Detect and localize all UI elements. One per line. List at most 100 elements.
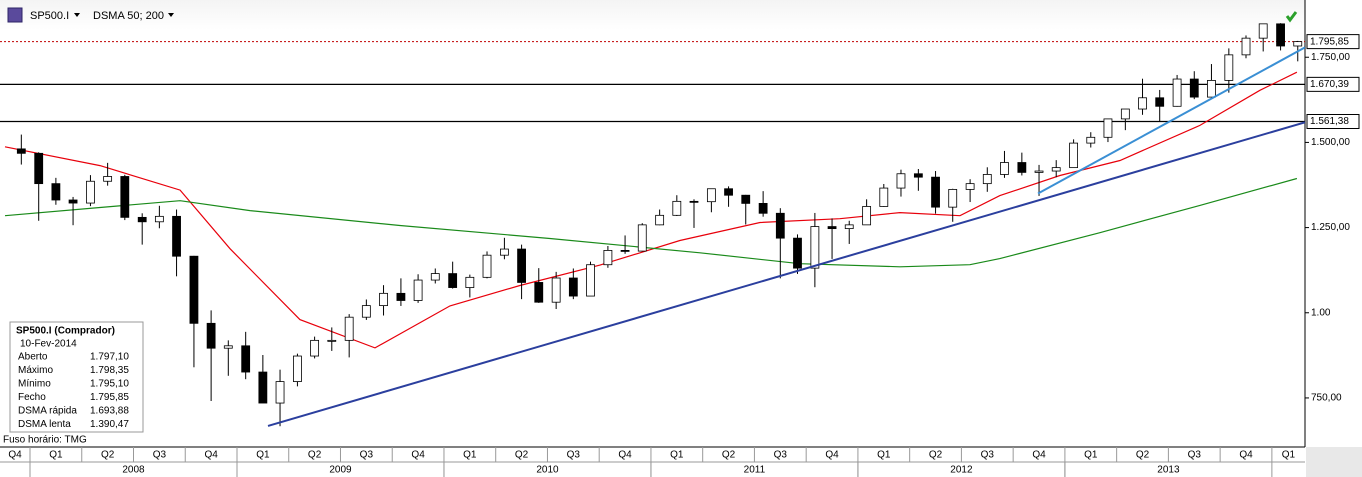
- year-label: 2009: [329, 465, 352, 476]
- info-label: Fecho: [18, 392, 46, 403]
- candle-body: [1017, 162, 1027, 173]
- candle-body: [1086, 136, 1096, 144]
- quarter-label: Q2: [1136, 450, 1150, 461]
- y-tick-label: 1.500,00: [1311, 137, 1350, 148]
- level-label-box: [1306, 114, 1360, 130]
- y-tick-label: 1.750,00: [1311, 52, 1350, 63]
- candle-body: [327, 339, 337, 342]
- quarter-label: Q2: [308, 450, 322, 461]
- candle-body: [275, 381, 285, 404]
- quarter-label: Q2: [722, 450, 736, 461]
- quarter-label: Q4: [411, 450, 425, 461]
- candle-body: [1241, 37, 1251, 56]
- candle-body: [568, 277, 578, 297]
- y-tick-label: 750,00: [1311, 393, 1342, 404]
- symbol-icon[interactable]: [7, 7, 23, 23]
- dropdown-arrow[interactable]: [168, 13, 174, 17]
- quarter-label: Q1: [463, 450, 477, 461]
- y-tick-label: 1.00: [1311, 307, 1331, 318]
- candle-body: [1034, 170, 1044, 173]
- level-label: 1.670,39: [1310, 79, 1349, 90]
- candle-body: [1172, 78, 1182, 107]
- info-value: 1.693,88: [90, 406, 129, 417]
- quarter-label: Q3: [981, 450, 995, 461]
- info-label: DSMA lenta: [18, 419, 71, 430]
- candle-body: [482, 254, 492, 278]
- year-label: 2010: [536, 465, 559, 476]
- candle-body: [1069, 142, 1078, 169]
- info-value: 1.390,47: [90, 419, 129, 430]
- candle-body: [551, 277, 561, 303]
- quarter-label: Q1: [1084, 450, 1098, 461]
- quarter-label: Q4: [825, 450, 839, 461]
- candle-body: [724, 188, 733, 196]
- candle-body: [500, 248, 509, 256]
- candle-body: [223, 345, 233, 349]
- quarter-label: Q4: [1032, 450, 1046, 461]
- moving-average: [4, 71, 1298, 349]
- symbol[interactable]: SP500.I: [30, 10, 69, 22]
- trendline: [1037, 46, 1305, 195]
- candle-body: [879, 187, 889, 207]
- quarter-label: Q1: [1282, 450, 1296, 461]
- candle-body: [1138, 97, 1147, 110]
- plot: [0, 23, 1305, 427]
- candle-body: [931, 176, 940, 208]
- quarter-label: Q3: [153, 450, 167, 461]
- moving-average: [4, 177, 1298, 268]
- quarter-label: Q1: [877, 450, 891, 461]
- candle-body: [293, 355, 302, 382]
- info-value: 1.795,10: [90, 379, 129, 390]
- candle-body: [189, 255, 199, 324]
- candle-body: [310, 339, 320, 357]
- candle-body: [655, 214, 665, 226]
- candle-body: [741, 194, 751, 204]
- info-value: 1.798,35: [90, 365, 129, 376]
- corner: [1306, 447, 1362, 477]
- info-label: Mínimo: [18, 379, 51, 390]
- candle-body: [172, 215, 181, 257]
- quarter-label: Q3: [774, 450, 788, 461]
- indicator[interactable]: DSMA 50; 200: [93, 10, 164, 22]
- candle-body: [620, 250, 630, 252]
- candle-body: [1120, 108, 1130, 120]
- candle-body: [965, 183, 975, 190]
- quarter-label: Q3: [360, 450, 374, 461]
- candle-body: [1258, 23, 1268, 39]
- candle-body: [379, 292, 388, 307]
- candle-body: [517, 248, 526, 283]
- candle-body: [448, 273, 458, 288]
- header-bar: [0, 0, 1305, 30]
- quarter-label: Q3: [1188, 450, 1202, 461]
- quarter-label: Q2: [515, 450, 529, 461]
- candle-body: [827, 226, 837, 230]
- quarter-label: Q4: [1239, 450, 1253, 461]
- check-icon: [1285, 11, 1298, 23]
- candle-body: [1224, 54, 1234, 81]
- candle-body: [430, 273, 440, 281]
- candle-body: [465, 276, 475, 288]
- candle-body: [603, 250, 613, 266]
- candle-body: [1293, 41, 1303, 47]
- dropdown-arrow[interactable]: [74, 13, 80, 17]
- info-value: 1.797,10: [90, 352, 129, 363]
- info-value: 1.795,85: [90, 392, 129, 403]
- timezone-note: Fuso horário: TMG: [3, 435, 87, 446]
- candle-body: [896, 173, 906, 189]
- quarter-label: Q1: [256, 450, 270, 461]
- y-tick-label: 1.250,00: [1311, 222, 1350, 233]
- candle-body: [1103, 118, 1113, 138]
- candle-body: [948, 189, 958, 208]
- candle-body: [154, 215, 164, 223]
- candle-body: [68, 199, 78, 204]
- info-date: 10-Fev-2014: [20, 339, 77, 350]
- candle-body: [16, 148, 26, 154]
- candle-body: [913, 173, 923, 178]
- candle-body: [396, 292, 406, 301]
- candle-body: [793, 237, 802, 269]
- level-label: 1.795,85: [1310, 36, 1349, 47]
- quarter-label: Q2: [101, 450, 115, 461]
- candle-body: [844, 224, 854, 230]
